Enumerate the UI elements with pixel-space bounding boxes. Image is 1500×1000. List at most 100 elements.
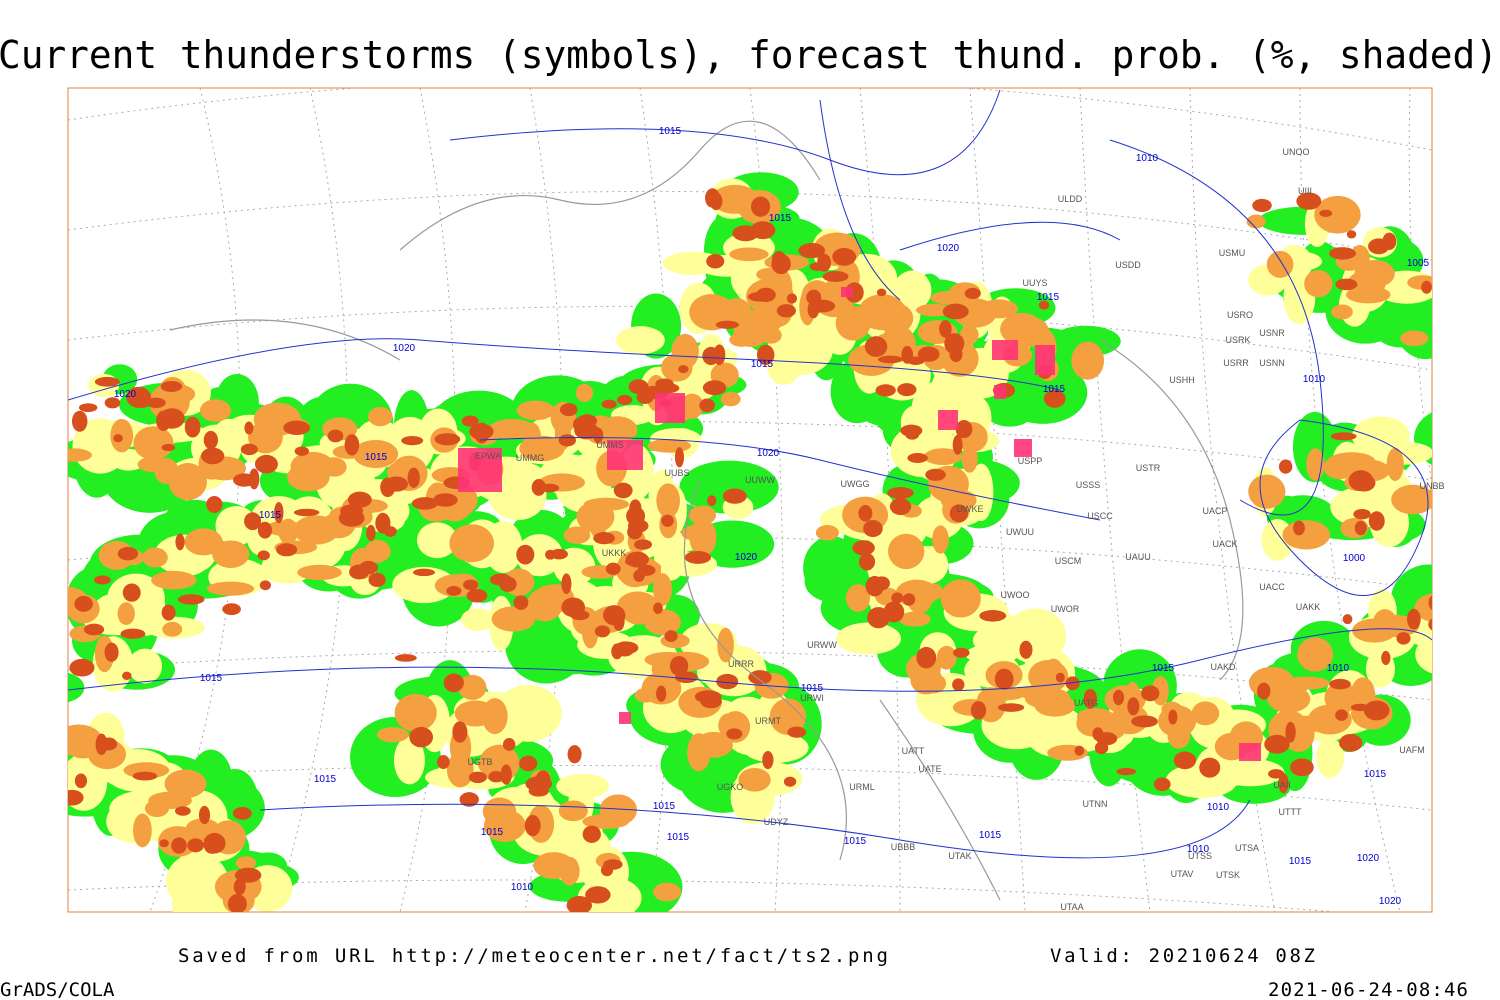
- station-label: USSS: [1076, 480, 1101, 490]
- thunder-probability-area: [95, 733, 108, 756]
- thunder-probability-area: [488, 419, 535, 440]
- thunder-probability-area: [244, 512, 262, 531]
- thunder-probability-area: [122, 583, 141, 602]
- thunder-probability-area: [637, 564, 656, 576]
- thunder-probability-area: [760, 326, 782, 344]
- isobar-label: 1020: [757, 448, 780, 459]
- thunder-probability-area: [446, 586, 462, 596]
- thunder-probability-area: [175, 533, 185, 551]
- thunder-probability-area: [1141, 685, 1160, 702]
- thunder-probability-area: [110, 448, 147, 471]
- graticule: [1079, 88, 1151, 912]
- thunderstorm-symbol: [1035, 345, 1055, 375]
- isobar-label: 1015: [1152, 663, 1175, 674]
- isobar-label: 1010: [1207, 802, 1230, 813]
- thunder-probability-area: [940, 579, 981, 618]
- thunder-probability-area: [1329, 678, 1351, 690]
- thunder-probability-area: [742, 732, 809, 763]
- thunder-probability-area: [1127, 697, 1140, 716]
- thunder-probability-area: [244, 421, 254, 435]
- thunder-probability-area: [1024, 706, 1087, 757]
- thunder-probability-area: [206, 581, 255, 596]
- station-label: UACC: [1259, 582, 1285, 592]
- isobar: [68, 628, 1432, 692]
- thunder-probability-area: [203, 832, 226, 854]
- thunder-probability-area: [979, 610, 1007, 622]
- thunder-probability-area: [965, 644, 1019, 665]
- thunder-probability-area: [168, 463, 207, 501]
- isobar-label: 1015: [653, 801, 676, 812]
- thunder-probability-area: [563, 526, 591, 544]
- station-label: URRR: [728, 659, 754, 669]
- isobar-label: 1010: [511, 882, 534, 893]
- thunder-probability-area: [858, 553, 876, 571]
- isobar-label: 1015: [1043, 384, 1066, 395]
- station-label: UDYZ: [764, 817, 789, 827]
- thunder-probability-area: [491, 606, 536, 632]
- thunder-probability-area: [1363, 700, 1390, 721]
- thunder-probability-area: [955, 420, 973, 439]
- thunder-probability-area: [920, 673, 947, 694]
- station-label: USPP: [1018, 456, 1043, 466]
- station-label: ULDD: [1058, 194, 1083, 204]
- thunder-probability-area: [699, 398, 715, 413]
- station-label: UWOO: [1001, 590, 1030, 600]
- thunder-probability-area: [68, 584, 72, 613]
- thunder-probability-area: [393, 736, 425, 785]
- thunder-probability-area: [661, 514, 674, 527]
- thunder-probability-area: [822, 270, 849, 282]
- thunder-probability-area: [916, 646, 937, 669]
- thunder-probability-area: [762, 750, 774, 770]
- thunder-probability-area: [706, 254, 725, 269]
- station-label: UMMG: [516, 453, 545, 463]
- thunder-probability-area: [1381, 650, 1391, 666]
- thunder-probability-area: [964, 287, 981, 300]
- thunder-probability-area: [994, 668, 1014, 690]
- thunder-probability-area: [1266, 250, 1294, 278]
- thunder-probability-area: [1071, 341, 1105, 380]
- station-label: UAFM: [1399, 745, 1425, 755]
- thunder-probability-area: [674, 447, 685, 468]
- thunder-probability-area: [433, 493, 458, 507]
- thunder-probability-area: [1205, 756, 1269, 786]
- station-label: USMU: [1219, 248, 1246, 258]
- station-label: UUWW: [745, 475, 775, 485]
- thunder-probability-area: [626, 506, 646, 526]
- thunder-probability-area: [832, 247, 857, 266]
- thunder-probability-area: [516, 544, 535, 565]
- thunder-probability-area: [656, 483, 680, 518]
- isobar-label: 1010: [1136, 153, 1159, 164]
- valid-time: Valid: 20210624 08Z: [1050, 945, 1315, 967]
- thunder-probability-area: [458, 674, 487, 700]
- thunder-probability-area: [748, 670, 772, 685]
- thunder-probability-area: [117, 602, 135, 625]
- thunder-probability-area: [603, 859, 623, 870]
- thunder-probability-area: [902, 593, 916, 606]
- thunder-probability-area: [120, 628, 146, 639]
- station-label: USCC: [1087, 511, 1113, 521]
- isobar-label: 1020: [114, 389, 137, 400]
- thunder-probability-area: [939, 320, 952, 338]
- thunder-probability-area: [1248, 474, 1286, 509]
- thunder-probability-area: [1329, 247, 1357, 260]
- thunder-probability-area: [187, 838, 204, 853]
- thunder-probability-area: [159, 839, 169, 848]
- thunder-probability-area: [684, 550, 712, 564]
- thunder-probability-area: [1167, 722, 1191, 749]
- thunder-probability-area: [353, 439, 399, 469]
- thunder-probability-area: [738, 768, 771, 792]
- thunder-probability-area: [678, 365, 689, 374]
- thunder-probability-area: [858, 505, 873, 522]
- thunder-probability-area: [1415, 635, 1432, 674]
- station-label: UTAV: [1171, 869, 1194, 879]
- thunder-probability-area: [716, 673, 739, 690]
- thunder-probability-area: [137, 456, 169, 473]
- thunder-probability-area: [1278, 459, 1293, 474]
- coastline: [1099, 339, 1244, 681]
- thunder-probability-area: [198, 805, 211, 825]
- thunder-probability-area: [500, 764, 512, 785]
- thunder-probability-area: [1252, 198, 1272, 213]
- thunder-probability-area: [1161, 701, 1182, 717]
- thunder-probability-area: [952, 647, 970, 658]
